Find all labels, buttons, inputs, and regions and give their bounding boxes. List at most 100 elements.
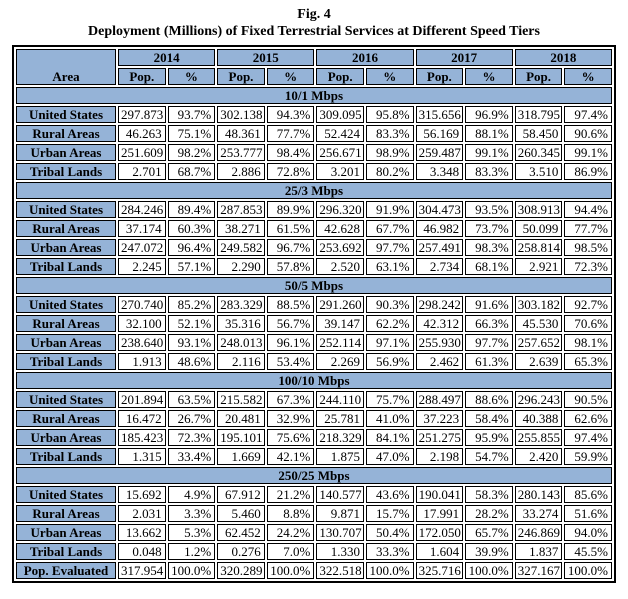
pop-cell: 280.143 — [514, 486, 563, 503]
pct-cell: 63.5% — [167, 391, 216, 408]
table-row: Urban Areas 185.423 72.3% 195.101 75.6% 218.3… — [16, 429, 612, 446]
pop-cell: 2.269 — [316, 353, 364, 370]
pct-cell: 90.3% — [365, 296, 414, 313]
row-label: Rural Areas — [16, 220, 116, 237]
pct-cell: 75.6% — [266, 429, 315, 446]
pop-column-header: Pop. — [316, 68, 364, 85]
pop-cell: 190.041 — [415, 486, 464, 503]
speed-tier-header: 50/5 Mbps — [16, 277, 612, 294]
table-row: Tribal Lands 2.701 68.7% 2.886 72.8% 3.201 80.… — [16, 163, 612, 180]
pop-cell: 288.497 — [415, 391, 464, 408]
pct-cell: 100.0% — [465, 562, 513, 579]
pop-cell: 20.481 — [217, 410, 265, 427]
pop-cell: 327.167 — [514, 562, 563, 579]
pop-cell: 0.048 — [118, 543, 166, 560]
section-header-row: 10/1 Mbps — [16, 87, 612, 104]
pct-cell: 8.8% — [266, 505, 315, 522]
pop-cell: 67.912 — [217, 486, 265, 503]
table-row: United States 270.740 85.2% 283.329 88.5% 291… — [16, 296, 612, 313]
pct-cell: 54.7% — [465, 448, 513, 465]
pct-cell: 80.2% — [365, 163, 414, 180]
pct-cell: 88.5% — [266, 296, 315, 313]
pop-cell: 1.913 — [118, 353, 166, 370]
table-row: Tribal Lands 1.315 33.4% 1.669 42.1% 1.875 47.… — [16, 448, 612, 465]
pop-cell: 1.669 — [217, 448, 265, 465]
row-label: Rural Areas — [16, 410, 116, 427]
pop-cell: 296.243 — [514, 391, 563, 408]
year-header-2015: 2015 — [217, 49, 315, 66]
table-row: Urban Areas 247.072 96.4% 249.582 96.7% 253.6… — [16, 239, 612, 256]
table-row: Rural Areas 37.174 60.3% 38.271 61.5% 42.628 6… — [16, 220, 612, 237]
pct-cell: 68.1% — [465, 258, 513, 275]
pop-cell: 140.577 — [316, 486, 364, 503]
pop-cell: 257.652 — [514, 334, 563, 351]
pct-cell: 98.2% — [167, 144, 216, 161]
pop-cell: 130.707 — [316, 524, 364, 541]
pct-cell: 90.6% — [564, 125, 612, 142]
pop-cell: 284.246 — [118, 201, 166, 218]
pop-cell: 2.245 — [118, 258, 166, 275]
pct-cell: 1.2% — [167, 543, 216, 560]
pop-cell: 257.491 — [415, 239, 464, 256]
pop-cell: 251.275 — [415, 429, 464, 446]
pct-column-header: % — [167, 68, 216, 85]
pct-cell: 96.4% — [167, 239, 216, 256]
row-label: Urban Areas — [16, 429, 116, 446]
row-label: Rural Areas — [16, 125, 116, 142]
pct-cell: 28.2% — [465, 505, 513, 522]
pop-cell: 0.276 — [217, 543, 265, 560]
pct-cell: 86.9% — [564, 163, 612, 180]
table-row: Urban Areas 13.662 5.3% 62.452 24.2% 130.707 5… — [16, 524, 612, 541]
pct-cell: 93.7% — [167, 106, 216, 123]
pop-cell: 260.345 — [514, 144, 563, 161]
pop-cell: 46.982 — [415, 220, 464, 237]
pct-cell: 89.9% — [266, 201, 315, 218]
pct-cell: 75.7% — [365, 391, 414, 408]
pop-column-header: Pop. — [415, 68, 464, 85]
pct-cell: 33.4% — [167, 448, 216, 465]
pct-cell: 72.3% — [564, 258, 612, 275]
pct-column-header: % — [465, 68, 513, 85]
pop-cell: 317.954 — [118, 562, 166, 579]
pop-cell: 48.361 — [217, 125, 265, 142]
pct-cell: 85.6% — [564, 486, 612, 503]
pct-cell: 73.7% — [465, 220, 513, 237]
row-label: United States — [16, 486, 116, 503]
pct-cell: 92.7% — [564, 296, 612, 313]
pct-cell: 100.0% — [266, 562, 315, 579]
pct-cell: 88.6% — [465, 391, 513, 408]
pct-cell: 99.1% — [465, 144, 513, 161]
pct-cell: 61.3% — [465, 353, 513, 370]
pct-column-header: % — [266, 68, 315, 85]
pct-cell: 67.3% — [266, 391, 315, 408]
table-row: Tribal Lands 1.913 48.6% 2.116 53.4% 2.269 56.… — [16, 353, 612, 370]
row-label: Urban Areas — [16, 524, 116, 541]
pop-cell: 15.692 — [118, 486, 166, 503]
pop-cell: 172.050 — [415, 524, 464, 541]
pct-cell: 32.9% — [266, 410, 315, 427]
pop-cell: 246.869 — [514, 524, 563, 541]
pop-cell: 37.223 — [415, 410, 464, 427]
row-label: Tribal Lands — [16, 163, 116, 180]
pop-cell: 259.487 — [415, 144, 464, 161]
table-row: Rural Areas 32.100 52.1% 35.316 56.7% 39.147 6… — [16, 315, 612, 332]
table-row: United States 201.894 63.5% 215.582 67.3% 244… — [16, 391, 612, 408]
pop-cell: 2.520 — [316, 258, 364, 275]
pct-cell: 94.4% — [564, 201, 612, 218]
pct-cell: 21.2% — [266, 486, 315, 503]
pop-cell: 195.101 — [217, 429, 265, 446]
table-row: United States 297.873 93.7% 302.138 94.3% 309… — [16, 106, 612, 123]
pct-cell: 75.1% — [167, 125, 216, 142]
pop-cell: 238.640 — [118, 334, 166, 351]
deployment-table: Area 2014 2015 2016 2017 2018 Pop. % Pop… — [12, 45, 616, 583]
row-label: Tribal Lands — [16, 353, 116, 370]
speed-tier-header: 250/25 Mbps — [16, 467, 612, 484]
year-header-2018: 2018 — [514, 49, 612, 66]
pct-cell: 95.9% — [465, 429, 513, 446]
pop-cell: 2.639 — [514, 353, 563, 370]
pct-cell: 98.4% — [266, 144, 315, 161]
pop-cell: 2.462 — [415, 353, 464, 370]
table-row: United States 284.246 89.4% 287.853 89.9% 296… — [16, 201, 612, 218]
pop-cell: 58.450 — [514, 125, 563, 142]
